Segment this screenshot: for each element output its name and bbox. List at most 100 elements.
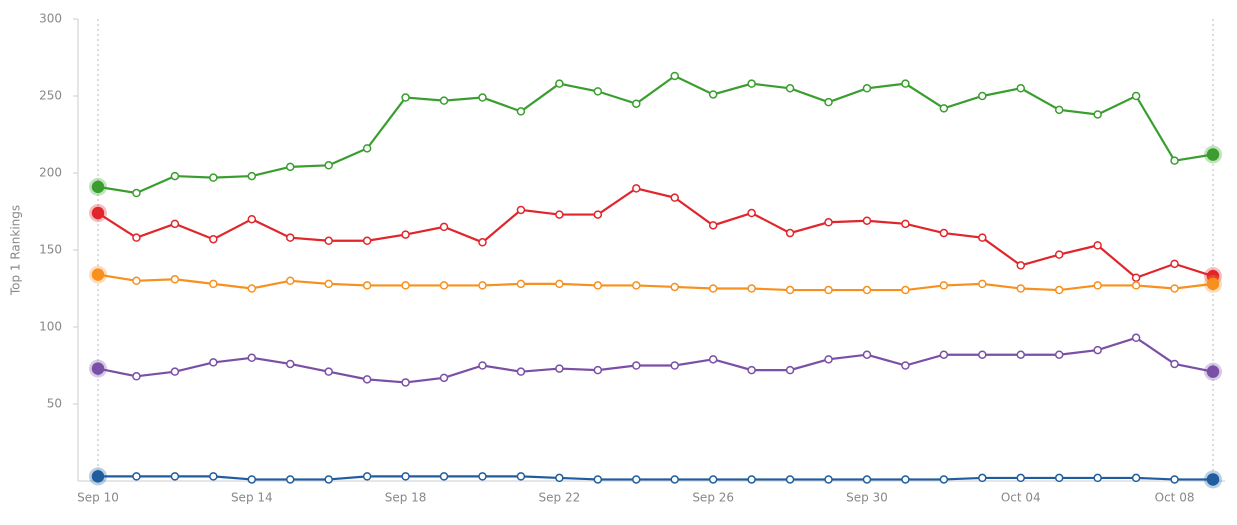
point bbox=[939, 350, 949, 359]
y-tick-label: 300 bbox=[39, 12, 62, 26]
point bbox=[632, 475, 641, 484]
point bbox=[862, 350, 872, 359]
point bbox=[170, 275, 180, 284]
point bbox=[285, 475, 295, 484]
point bbox=[209, 358, 218, 367]
point bbox=[632, 281, 641, 290]
point bbox=[478, 93, 487, 102]
point bbox=[1016, 350, 1026, 359]
point bbox=[91, 470, 105, 483]
point bbox=[747, 365, 756, 375]
point bbox=[324, 236, 333, 246]
point bbox=[670, 71, 679, 81]
x-tick-label: Sep 30 bbox=[846, 491, 888, 505]
point bbox=[978, 279, 987, 289]
x-tick-label: Oct 04 bbox=[1001, 491, 1041, 505]
point bbox=[1170, 475, 1179, 484]
point bbox=[593, 210, 603, 219]
point bbox=[478, 361, 487, 370]
point bbox=[132, 188, 141, 198]
point bbox=[555, 364, 564, 373]
point bbox=[1131, 281, 1141, 290]
point bbox=[593, 365, 603, 375]
point bbox=[1016, 261, 1026, 270]
x-tick-label: Oct 08 bbox=[1155, 491, 1195, 505]
point bbox=[401, 230, 410, 239]
point bbox=[401, 472, 410, 481]
point bbox=[439, 472, 449, 481]
point bbox=[939, 104, 949, 113]
point bbox=[1131, 91, 1141, 101]
point bbox=[209, 173, 218, 182]
point bbox=[708, 90, 718, 99]
point bbox=[362, 144, 372, 153]
y-tick-label: 200 bbox=[39, 166, 62, 180]
point bbox=[593, 281, 603, 290]
point bbox=[170, 472, 180, 481]
series-line bbox=[97, 74, 1214, 195]
point bbox=[247, 214, 257, 224]
point bbox=[747, 284, 756, 293]
point bbox=[516, 107, 526, 116]
point bbox=[747, 79, 756, 88]
point bbox=[862, 84, 872, 93]
point bbox=[1131, 333, 1141, 343]
point bbox=[324, 279, 333, 289]
point bbox=[670, 361, 679, 370]
series-line bbox=[97, 187, 1214, 279]
point bbox=[1170, 259, 1179, 269]
point bbox=[170, 219, 180, 229]
point bbox=[1016, 284, 1026, 293]
y-tick-label: 150 bbox=[39, 243, 62, 257]
x-tick-label: Sep 26 bbox=[692, 491, 734, 505]
point bbox=[785, 365, 795, 375]
point bbox=[132, 233, 141, 242]
series-line bbox=[97, 336, 1214, 384]
point bbox=[362, 375, 372, 384]
point bbox=[978, 350, 987, 359]
point bbox=[1054, 350, 1064, 359]
point bbox=[747, 208, 756, 218]
point bbox=[901, 79, 910, 88]
y-tick-label: 250 bbox=[39, 89, 62, 103]
y-tick-label: 100 bbox=[39, 320, 62, 334]
point bbox=[1170, 156, 1179, 165]
point bbox=[785, 285, 795, 295]
point bbox=[1170, 359, 1179, 369]
point bbox=[1054, 250, 1064, 259]
point bbox=[247, 171, 257, 181]
series-line bbox=[97, 273, 1214, 292]
point bbox=[593, 475, 603, 484]
point bbox=[824, 355, 833, 364]
point bbox=[439, 373, 449, 383]
point bbox=[401, 281, 410, 290]
point bbox=[247, 284, 257, 293]
point bbox=[555, 79, 564, 88]
point bbox=[247, 353, 257, 363]
point bbox=[478, 238, 487, 247]
point bbox=[824, 475, 833, 484]
x-tick-label: Sep 22 bbox=[539, 491, 581, 505]
point bbox=[285, 233, 295, 242]
point bbox=[91, 362, 105, 375]
point bbox=[708, 355, 718, 364]
point bbox=[1016, 473, 1026, 483]
point bbox=[939, 475, 949, 484]
series-line bbox=[98, 475, 1213, 481]
point bbox=[978, 91, 987, 101]
point bbox=[170, 171, 180, 181]
point bbox=[1054, 285, 1064, 295]
point bbox=[901, 361, 910, 370]
y-tick-label: 50 bbox=[47, 397, 62, 411]
point bbox=[170, 367, 180, 376]
point bbox=[1206, 473, 1220, 486]
point bbox=[362, 281, 372, 290]
point bbox=[862, 285, 872, 295]
point bbox=[362, 236, 372, 246]
point bbox=[1206, 148, 1220, 161]
point bbox=[747, 475, 756, 484]
point bbox=[555, 210, 564, 219]
point bbox=[1093, 473, 1102, 483]
point bbox=[209, 279, 218, 289]
